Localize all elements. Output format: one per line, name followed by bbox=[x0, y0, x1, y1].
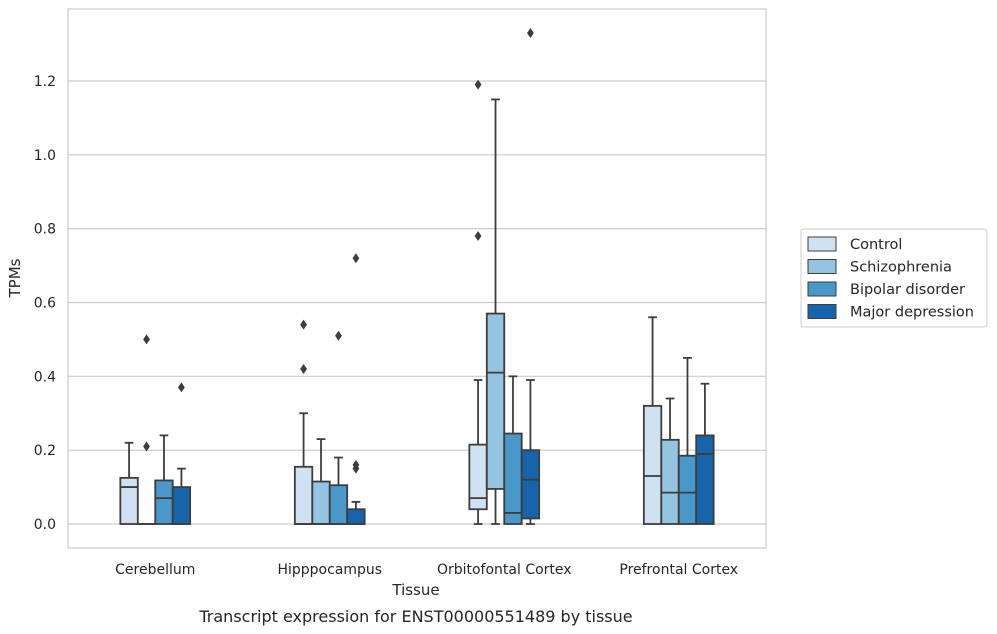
outlier-point bbox=[335, 330, 342, 341]
legend-label: Bipolar disorder bbox=[850, 282, 965, 298]
box-body bbox=[642, 404, 663, 525]
outlier-point bbox=[143, 441, 150, 452]
y-tick-label: 1.0 bbox=[34, 148, 56, 164]
box-major-depression bbox=[171, 382, 192, 525]
box-body bbox=[468, 443, 488, 511]
box-body bbox=[503, 432, 523, 525]
box-schizophrenia bbox=[311, 438, 331, 525]
box-body bbox=[119, 476, 139, 525]
x-tick-label: Orbitofontal Cortex bbox=[437, 562, 572, 578]
grid-lines bbox=[68, 80, 766, 525]
outlier-point bbox=[300, 363, 307, 374]
box-body bbox=[154, 479, 174, 525]
legend-swatch bbox=[807, 236, 837, 252]
box-body bbox=[328, 484, 349, 525]
plot-frame bbox=[67, 8, 767, 549]
outlier-point bbox=[527, 27, 534, 38]
box-major-depression bbox=[695, 382, 715, 525]
box-major-depression bbox=[346, 253, 366, 525]
outlier-point bbox=[143, 334, 150, 345]
outlier-point bbox=[178, 382, 185, 393]
legend-frame bbox=[800, 228, 988, 328]
box-schizophrenia bbox=[136, 334, 157, 525]
box-schizophrenia bbox=[485, 98, 506, 525]
box-bipolar-disorder bbox=[503, 375, 523, 525]
outlier-point bbox=[474, 231, 482, 242]
box-body bbox=[293, 465, 314, 525]
chart-caption: Transcript expression for ENST0000055148… bbox=[198, 607, 632, 626]
legend-swatch bbox=[807, 281, 837, 297]
x-tick-label: Cerebellum bbox=[115, 562, 195, 578]
legend-label: Control bbox=[850, 237, 902, 253]
y-tick-label: 0.6 bbox=[34, 295, 56, 311]
y-tick-label: 0.2 bbox=[34, 443, 56, 459]
box-body bbox=[695, 434, 715, 525]
x-axis-label: Tissue bbox=[391, 581, 439, 599]
y-tick-label: 0.8 bbox=[34, 222, 56, 238]
box-body bbox=[660, 438, 680, 525]
x-axis-ticks: Cerebellum Hipppocampus Orbitofontal Corte… bbox=[115, 562, 738, 578]
y-tick-label: 0.0 bbox=[34, 517, 56, 533]
box-control bbox=[468, 79, 488, 525]
box-control bbox=[293, 319, 314, 525]
legend: Control Schizophrenia Bipolar disorder Majo… bbox=[800, 228, 988, 328]
x-tick-label: Prefrontal Cortex bbox=[619, 562, 738, 578]
box-control bbox=[119, 441, 139, 525]
outlier-point bbox=[300, 319, 307, 330]
y-tick-label: 0.4 bbox=[34, 369, 56, 385]
box-control bbox=[642, 316, 663, 525]
box-body bbox=[485, 312, 506, 490]
outlier-point bbox=[352, 459, 360, 470]
outlier-point bbox=[352, 253, 360, 264]
outlier-point bbox=[474, 79, 482, 90]
box-body bbox=[171, 486, 192, 525]
legend-swatch bbox=[807, 304, 837, 319]
y-tick-label: 1.2 bbox=[34, 74, 56, 90]
legend-swatch bbox=[807, 259, 837, 274]
x-tick-label: Hipppocampus bbox=[277, 562, 382, 578]
box-bipolar-disorder bbox=[154, 434, 174, 525]
y-axis-ticks: 0.0 0.2 0.4 0.6 0.8 1.0 1.2 bbox=[34, 74, 56, 533]
box-body bbox=[677, 454, 698, 525]
legend-label: Schizophrenia bbox=[850, 260, 952, 276]
box-schizophrenia bbox=[660, 397, 680, 525]
box-plots bbox=[119, 27, 715, 525]
legend-label: Major depression bbox=[850, 305, 974, 321]
box-bipolar-disorder bbox=[328, 330, 349, 525]
y-axis-label: TPMs bbox=[6, 258, 24, 298]
box-bipolar-disorder bbox=[677, 356, 698, 525]
box-body bbox=[520, 449, 541, 520]
box-body bbox=[311, 480, 331, 525]
box-body bbox=[346, 508, 366, 525]
box-major-depression bbox=[520, 27, 541, 525]
